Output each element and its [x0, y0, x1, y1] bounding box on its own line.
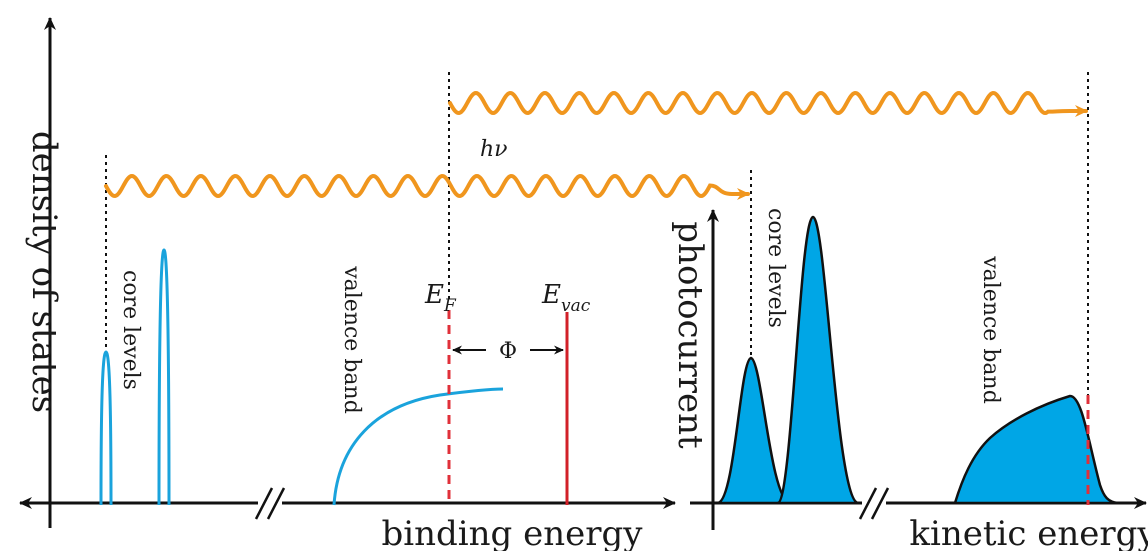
- axis-break-icon-right: [858, 487, 890, 520]
- photon-wave-arrow-core: [104, 173, 750, 200]
- right-x-axis-label: kinetic energy: [909, 514, 1148, 551]
- right-panel: photocurrent kinetic energy core levels …: [670, 72, 1148, 551]
- vacuum-label-main: E: [541, 280, 561, 310]
- right-y-axis-label: photocurrent: [670, 221, 710, 449]
- left-x-axis-label: binding energy: [381, 514, 643, 551]
- vacuum-label-sub: vac: [561, 296, 591, 316]
- fermi-label-sub: F: [443, 296, 457, 316]
- left-panel: density of states binding energy core le…: [19, 17, 676, 551]
- core-level-peak-1: [99, 350, 113, 506]
- fermi-level-label: EF: [424, 280, 457, 316]
- core-level-spectrum-peak-1: [716, 356, 792, 505]
- left-valence-band-label: valence band: [339, 265, 364, 414]
- core-level-spectrum-peak-2: [776, 215, 860, 505]
- right-valence-band-label: valence band: [978, 255, 1003, 404]
- photon-label: hν: [480, 137, 508, 162]
- valence-band-curve: [332, 387, 504, 506]
- left-core-levels-label: core levels: [118, 270, 143, 390]
- valence-band-spectrum: [953, 394, 1120, 505]
- core-level-peak-2: [157, 248, 171, 506]
- axis-break-icon: [254, 487, 286, 520]
- photon-wave-arrow-valence: [448, 90, 1088, 117]
- work-function-label: Φ: [499, 339, 517, 364]
- fermi-label-main: E: [424, 280, 444, 310]
- vacuum-level-label: Evac: [541, 280, 591, 316]
- right-core-levels-label: core levels: [763, 208, 788, 328]
- left-y-axis-label: density of states: [24, 131, 64, 413]
